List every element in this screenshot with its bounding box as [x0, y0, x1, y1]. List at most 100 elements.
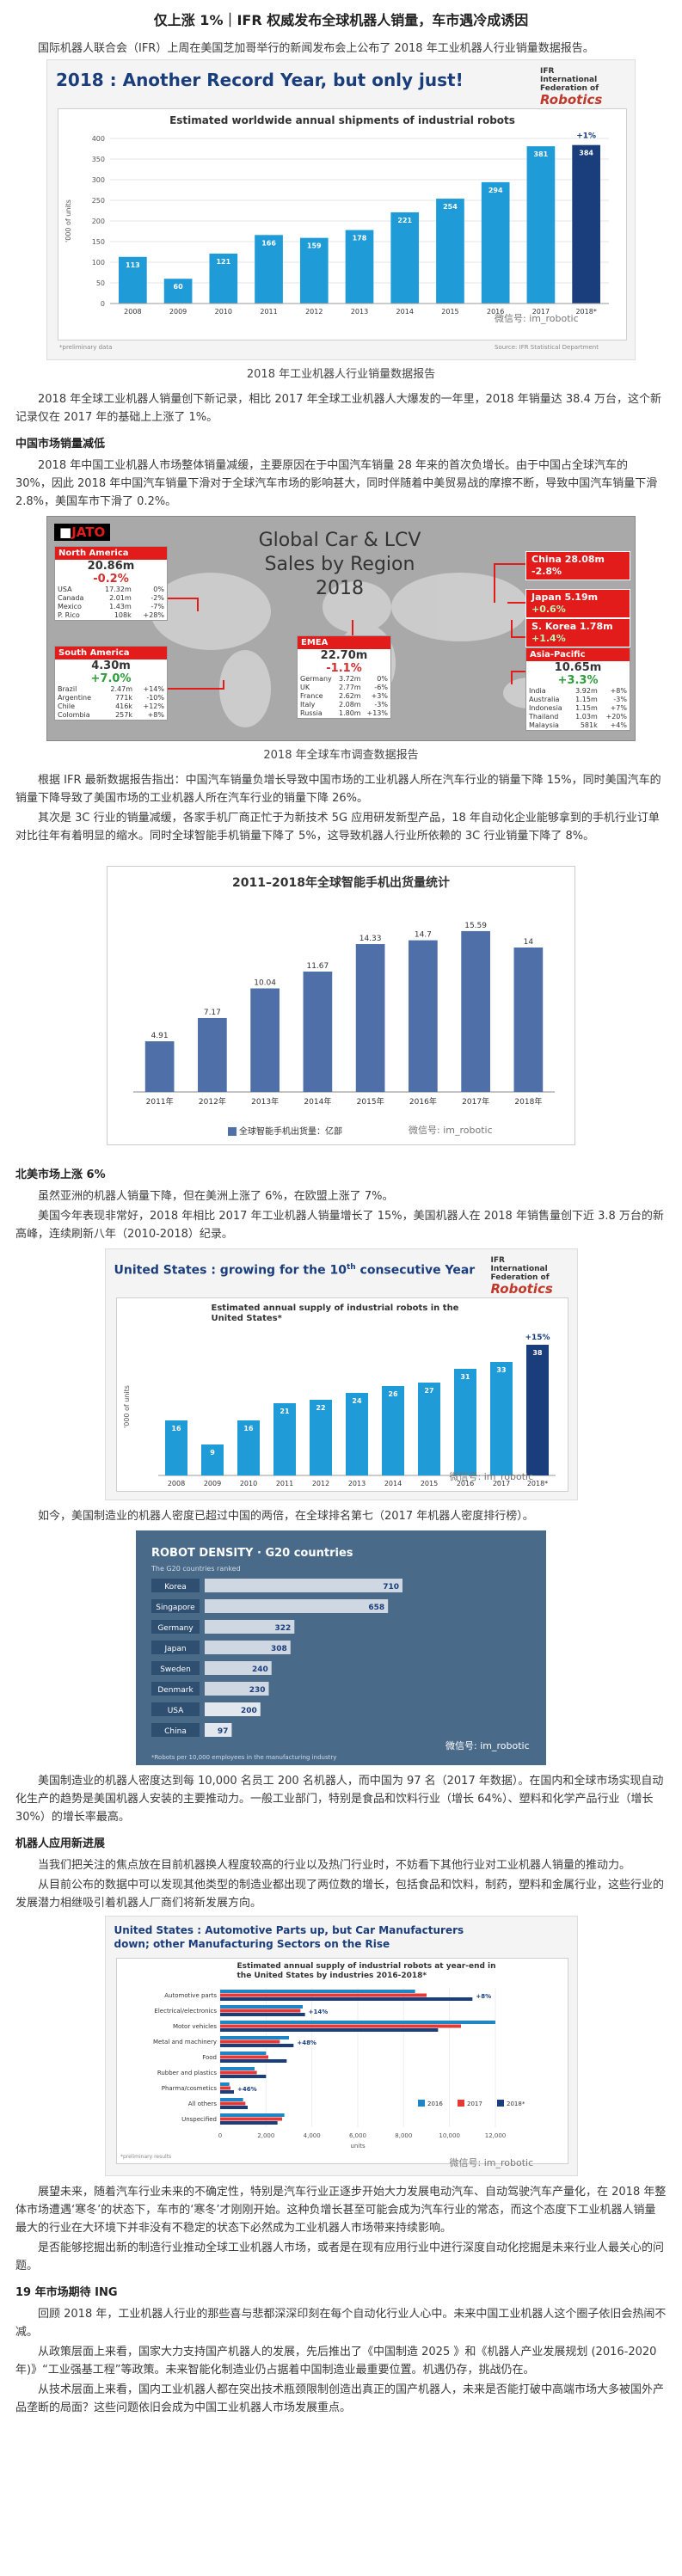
- bar: [219, 2121, 278, 2125]
- bar-value-label: 33: [496, 1366, 506, 1374]
- x-tick-label: 6,000: [348, 2132, 366, 2139]
- x-tick-label: 2016年: [409, 1096, 437, 1107]
- x-tick-label: 2016: [456, 1480, 473, 1487]
- bar: [250, 988, 280, 1092]
- x-tick-label: 8,000: [395, 2132, 412, 2139]
- bar-value-label: 60: [174, 283, 184, 291]
- figure-banner: United States : Automotive Parts up, but…: [114, 1924, 464, 1950]
- paragraph: 从技术层面上来看，国内工业机器人都在突出技术瓶颈限制创造出真正的国产机器人，未来…: [15, 2383, 665, 2414]
- bar-value-label: 113: [126, 261, 140, 269]
- bar-value-label: 710: [383, 1583, 399, 1592]
- bar-value-label: 240: [252, 1665, 268, 1674]
- chart-legend: 全球智能手机出货量：亿部: [228, 1123, 342, 1141]
- bar: [381, 1386, 404, 1475]
- y-tick-label: 250: [92, 197, 105, 205]
- section-heading: 机器人应用新进展: [15, 1837, 106, 1850]
- bar: [390, 212, 420, 304]
- region-china: China 28.08m -2.8%: [525, 551, 630, 580]
- bar: [219, 2086, 230, 2090]
- bar: [209, 253, 238, 304]
- region-japan: Japan 5.19m +0.6%: [525, 589, 630, 618]
- bar-value-label: 14.7: [415, 931, 432, 940]
- x-tick-label: 0: [218, 2132, 221, 2139]
- bar-value-label: 4.91: [151, 1032, 169, 1040]
- growth-annotation: +1%: [576, 132, 596, 141]
- country-label-bg: [151, 1702, 200, 1716]
- section-heading: 北美市场上涨 6%: [15, 1168, 106, 1181]
- region-south-america: South America 4.30m +7.0% Brazil 2.47m +14…: [54, 646, 168, 721]
- watermark: 微信号: im_robotic: [449, 2157, 534, 2168]
- bar: [219, 2013, 305, 2016]
- paragraph: 虽然亚洲的机器人销量下降，但在美洲上涨了 6%，在欧盟上涨了 7%。: [38, 1190, 394, 1203]
- bar: [299, 237, 329, 304]
- legend-label: 2018*: [507, 2101, 525, 2107]
- country-label: Japan: [163, 1645, 186, 1653]
- article-title: 仅上涨 1%｜IFR 权威发布全球机器人销量，车市遇冷成诱因: [153, 12, 529, 28]
- category-label: Automotive parts: [164, 1992, 217, 1999]
- bar: [219, 1997, 472, 2001]
- bar-value-label: 97: [218, 1727, 229, 1736]
- y-tick-label: 300: [92, 176, 105, 184]
- bar-value-label: 15.59: [464, 922, 487, 930]
- bar: [219, 2075, 266, 2078]
- legend-label: 2016: [427, 2101, 443, 2107]
- figure-caption: 2018 年工业机器人行业销量数据报告: [246, 368, 436, 381]
- country-label-bg: [151, 1682, 200, 1696]
- category-label: Electrical/electronics: [154, 2008, 217, 2015]
- category-label: All others: [187, 2101, 217, 2107]
- footnote: *Robots per 10,000 employees in the manu…: [151, 1754, 337, 1761]
- x-tick-label: 2014: [384, 1480, 401, 1487]
- us-industries-figure: United States : Automotive Parts up, but…: [104, 1916, 578, 2176]
- bar: [525, 1345, 549, 1475]
- bar-value-label: 384: [579, 150, 593, 157]
- paragraph: 国际机器人联合会（IFR）上周在美国芝加哥举行的新闻发布会上公布了 2018 年…: [38, 42, 594, 55]
- bar: [219, 2024, 461, 2028]
- bar-value-label: 21: [280, 1408, 290, 1415]
- x-tick-label: 2014: [396, 308, 414, 316]
- bar-value-label: 159: [307, 242, 322, 250]
- country-label: China: [164, 1727, 187, 1736]
- country-label: Denmark: [157, 1686, 194, 1695]
- bar: [219, 2098, 243, 2101]
- bar-value-label: 16: [243, 1425, 254, 1432]
- bar-value-label: 14: [524, 938, 534, 947]
- chart-title: 2011–2018年全球智能手机出货量统计: [232, 876, 450, 890]
- bar: [198, 1017, 227, 1092]
- bar: [205, 1682, 269, 1696]
- bar: [144, 1041, 175, 1092]
- bar-value-label: 308: [271, 1645, 287, 1653]
- bar: [526, 146, 556, 304]
- country-label-bg: [151, 1661, 200, 1675]
- paragraph: 2018 年中国工业机器人市场整体销量减缓，主要原因在于中国汽车销量 28 年来…: [15, 459, 658, 508]
- country-label-bg: [151, 1641, 200, 1654]
- bar-value-label: 322: [275, 1624, 292, 1633]
- y-tick-label: 150: [92, 238, 105, 246]
- legend-label: 2017: [467, 2101, 482, 2107]
- bar: [219, 2044, 293, 2047]
- source: Source: IFR Statistical Department: [495, 344, 599, 351]
- bar: [345, 230, 374, 304]
- ifr-worldwide-figure: 2018 : Another Record Year, but only jus…: [46, 59, 636, 360]
- bar: [219, 2021, 495, 2024]
- bar: [205, 1620, 295, 1634]
- x-tick-label: 2015: [420, 1480, 437, 1487]
- bar: [219, 2009, 300, 2013]
- category-label: Pharma/cosmetics: [161, 2085, 217, 2092]
- x-tick-label: 2013年: [251, 1096, 279, 1107]
- bar: [273, 1403, 296, 1475]
- bar-value-label: 16: [171, 1425, 181, 1432]
- x-tick-label: 2010: [239, 1480, 256, 1487]
- x-tick-label: 2,000: [257, 2132, 274, 2139]
- bar-value-label: 22: [316, 1404, 325, 1412]
- bar-value-label: 24: [352, 1397, 362, 1405]
- bar: [219, 2117, 282, 2121]
- country-label: USA: [168, 1707, 184, 1715]
- section-heading: 中国市场销量减低: [15, 438, 106, 451]
- x-axis-label: units: [350, 2143, 366, 2150]
- paragraph: 回顾 2018 年，工业机器人行业的那些喜与悲都深深印刻在每个自动化行业人心中。…: [15, 2308, 667, 2339]
- us-industries-chart: 0 2,000 4,000 6,000 8,000 10,000 12,000 units Au…: [120, 1988, 525, 2160]
- bar: [481, 181, 510, 304]
- category-label: Rubber and plastics: [157, 2070, 217, 2076]
- category-label: Food: [202, 2054, 217, 2061]
